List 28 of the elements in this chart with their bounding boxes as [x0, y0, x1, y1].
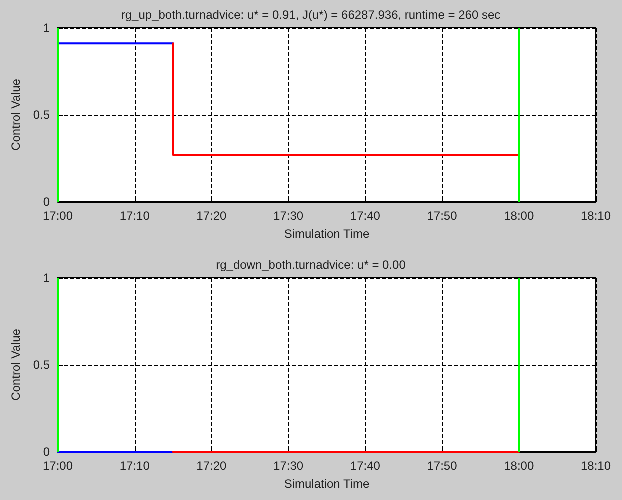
- y-tick-label: 0.5: [33, 108, 50, 122]
- x-tick-label: 17:10: [120, 459, 150, 473]
- chart-title: rg_down_both.turnadvice: u* = 0.00: [216, 258, 406, 272]
- x-tick-label: 17:10: [120, 209, 150, 223]
- x-tick-label: 17:40: [350, 209, 381, 223]
- x-tick-label: 17:50: [427, 459, 458, 473]
- x-tick-label: 18:00: [504, 209, 534, 223]
- chart-title: rg_up_both.turnadvice: u* = 0.91, J(u*) = 66287.936, runtime = 260 sec: [121, 8, 501, 22]
- x-tick-label: 17:50: [427, 209, 458, 223]
- x-tick-label: 17:40: [350, 459, 381, 473]
- y-axis-title: Control Value: [9, 78, 23, 151]
- x-tick-label: 17:30: [274, 209, 304, 223]
- x-axis-title: Simulation Time: [284, 227, 370, 241]
- y-axis-title: Control Value: [9, 328, 23, 401]
- y-tick-label: 0: [43, 195, 50, 209]
- y-tick-label: 1: [43, 271, 50, 285]
- x-axis-title: Simulation Time: [284, 477, 370, 491]
- x-tick-label: 17:20: [196, 459, 228, 473]
- x-tick-label: 17:00: [42, 209, 74, 223]
- y-tick-label: 0: [43, 445, 50, 459]
- x-tick-label: 18:10: [580, 459, 612, 473]
- x-tick-label: 18:00: [504, 459, 534, 473]
- y-tick-label: 1: [43, 21, 50, 35]
- y-tick-label: 0.5: [33, 358, 50, 372]
- x-tick-label: 17:00: [42, 459, 74, 473]
- x-tick-label: 18:10: [580, 209, 612, 223]
- x-tick-label: 17:30: [274, 459, 304, 473]
- x-tick-label: 17:20: [196, 209, 228, 223]
